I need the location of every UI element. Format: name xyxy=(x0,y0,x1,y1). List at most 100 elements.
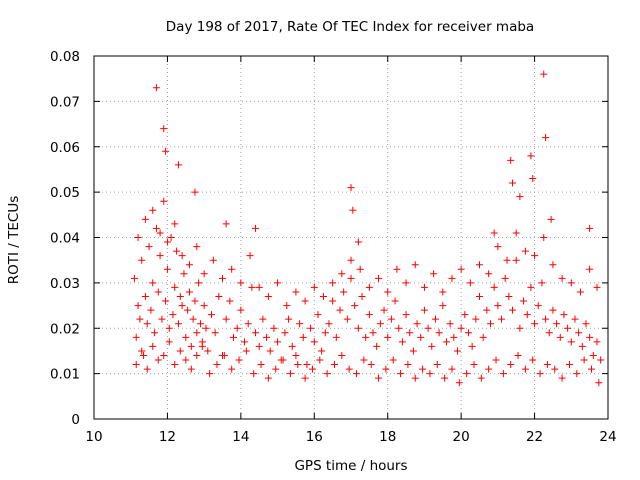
data-point xyxy=(417,333,425,341)
data-point xyxy=(520,297,528,305)
data-point xyxy=(154,288,162,296)
data-point xyxy=(487,320,495,328)
data-point xyxy=(582,320,590,328)
data-point xyxy=(162,297,170,305)
data-point xyxy=(448,365,456,373)
data-point xyxy=(586,333,594,341)
data-point xyxy=(527,283,535,291)
data-point xyxy=(314,311,322,319)
data-point xyxy=(353,370,361,378)
data-point xyxy=(534,302,542,310)
data-point xyxy=(156,252,164,260)
data-point xyxy=(402,279,410,287)
data-point xyxy=(354,238,362,246)
data-point xyxy=(549,261,557,269)
data-point xyxy=(228,265,236,273)
data-point xyxy=(336,306,344,314)
data-point xyxy=(542,315,550,323)
data-point xyxy=(586,224,594,232)
data-point xyxy=(369,329,377,337)
data-point xyxy=(219,274,226,282)
x-tick-label: 12 xyxy=(159,429,176,445)
data-point xyxy=(279,356,287,364)
data-point xyxy=(171,361,179,369)
x-tick-label: 24 xyxy=(599,429,616,445)
data-point xyxy=(413,320,421,328)
data-point xyxy=(222,315,230,323)
data-point xyxy=(428,342,436,350)
data-point xyxy=(446,320,454,328)
data-point xyxy=(476,261,483,269)
data-point xyxy=(182,333,190,341)
data-point xyxy=(156,229,164,237)
data-point xyxy=(244,320,252,328)
data-point xyxy=(178,252,186,260)
data-point xyxy=(453,347,461,355)
data-point xyxy=(580,356,588,364)
data-point xyxy=(542,134,550,142)
data-point xyxy=(167,234,175,241)
data-point xyxy=(439,288,447,296)
data-point xyxy=(193,351,201,359)
data-point xyxy=(384,333,392,341)
data-point xyxy=(310,338,318,346)
data-point xyxy=(184,306,192,314)
data-point xyxy=(521,365,529,373)
data-point xyxy=(373,342,381,350)
data-point xyxy=(512,229,520,237)
data-point xyxy=(409,347,417,355)
data-point xyxy=(316,356,324,364)
data-point xyxy=(222,220,230,228)
data-point xyxy=(567,338,575,346)
data-point xyxy=(365,311,373,319)
chart-title: Day 198 of 2017, Rate Of TEC Index for r… xyxy=(166,19,534,35)
data-point xyxy=(189,315,197,323)
data-point xyxy=(141,292,149,300)
data-point xyxy=(485,365,493,373)
data-point xyxy=(419,365,427,373)
data-point xyxy=(176,347,184,355)
data-point xyxy=(202,324,210,332)
data-point xyxy=(272,365,280,373)
data-point xyxy=(330,361,338,369)
data-point xyxy=(354,324,362,332)
data-point xyxy=(171,283,179,291)
data-point xyxy=(402,311,410,319)
data-point xyxy=(196,320,204,328)
data-point xyxy=(246,252,254,260)
data-point xyxy=(395,324,403,332)
data-point xyxy=(176,292,184,300)
x-tick-label: 18 xyxy=(379,429,396,445)
data-point xyxy=(200,270,208,278)
data-point xyxy=(215,292,223,300)
data-point xyxy=(160,197,168,205)
data-point xyxy=(147,306,155,314)
data-point xyxy=(431,315,439,323)
data-point xyxy=(464,329,472,337)
data-point xyxy=(163,265,171,273)
x-axis-label: GPS time / hours xyxy=(294,458,407,474)
data-point xyxy=(503,256,511,264)
data-point xyxy=(455,379,463,387)
data-point xyxy=(235,356,243,364)
data-point xyxy=(230,333,238,341)
data-point xyxy=(310,283,318,291)
data-point xyxy=(143,365,151,373)
y-tick-label: 0.05 xyxy=(50,185,80,201)
data-point xyxy=(442,338,450,346)
data-point xyxy=(141,215,149,223)
plot-frame xyxy=(93,55,609,420)
data-point xyxy=(233,324,241,332)
data-point xyxy=(433,361,441,369)
data-point xyxy=(288,342,296,350)
data-point xyxy=(509,306,517,314)
data-point xyxy=(274,338,282,346)
data-point xyxy=(160,351,168,359)
data-point xyxy=(274,279,282,287)
data-point xyxy=(485,270,493,278)
data-point xyxy=(264,292,272,300)
data-point xyxy=(145,243,153,251)
y-tick-label: 0.08 xyxy=(50,49,80,65)
data-point xyxy=(380,306,388,314)
